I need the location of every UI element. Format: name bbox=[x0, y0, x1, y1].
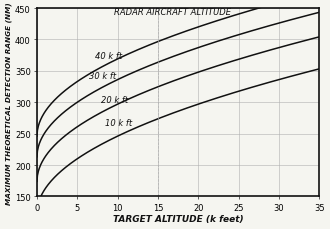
Text: 10 k ft: 10 k ft bbox=[106, 118, 133, 127]
Y-axis label: MAXIMUM THEORETICAL DETECTION RANGE (NM): MAXIMUM THEORETICAL DETECTION RANGE (NM) bbox=[6, 2, 12, 204]
Text: RADAR AIRCRAFT ALTITUDE: RADAR AIRCRAFT ALTITUDE bbox=[114, 8, 231, 17]
X-axis label: TARGET ALTITUDE (k feet): TARGET ALTITUDE (k feet) bbox=[113, 215, 243, 224]
Text: 30 k ft: 30 k ft bbox=[89, 72, 116, 81]
Text: 40 k ft: 40 k ft bbox=[95, 52, 122, 61]
Text: 20 k ft: 20 k ft bbox=[101, 96, 129, 105]
